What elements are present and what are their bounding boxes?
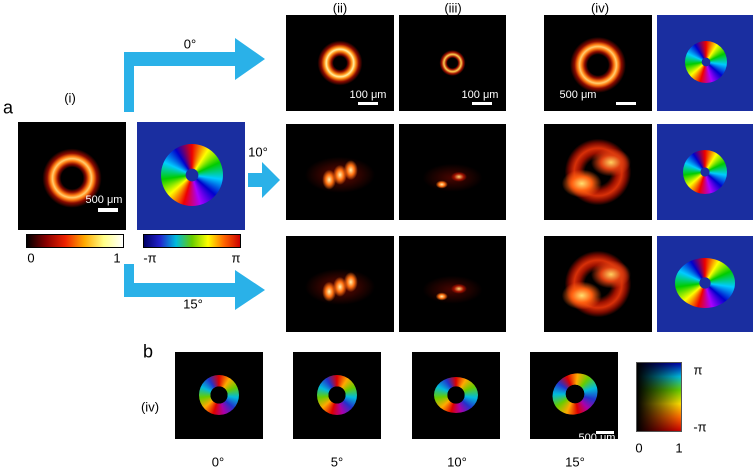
row-label: (iv) — [140, 399, 160, 415]
phase-image — [293, 352, 381, 439]
intensity-image — [399, 124, 506, 220]
phase-image — [412, 352, 500, 439]
arrow-0 — [124, 38, 265, 112]
angle-label: 0° — [211, 454, 225, 469]
scale-label: 500 μm — [578, 432, 616, 444]
arrow-10 — [248, 162, 280, 198]
phase-image — [657, 124, 753, 220]
intensity-image — [286, 236, 394, 332]
scale-label: 100 μm — [461, 89, 499, 101]
intensity-image — [286, 15, 394, 111]
column-label: (iv) — [590, 0, 610, 16]
intensity-image — [544, 15, 652, 111]
phase-image — [657, 15, 753, 111]
colorbar-label: π — [693, 362, 703, 378]
scale-bar — [616, 102, 636, 105]
intensity-image — [544, 236, 652, 332]
colorbar-label: 1 — [675, 440, 683, 456]
phase-image — [137, 122, 245, 230]
angle-label: 10° — [248, 144, 268, 160]
column-label: (ii) — [332, 0, 348, 16]
angle-label: 10° — [447, 454, 467, 469]
angle-label: 5° — [330, 454, 344, 469]
arrow-15 — [124, 264, 265, 310]
scale-label: 500 μm — [85, 194, 123, 206]
intensity-image — [399, 236, 506, 332]
column-label: (i) — [64, 90, 76, 106]
phase-image — [657, 236, 753, 332]
colorbar-label: -π — [693, 419, 707, 435]
angle-label: 0° — [183, 36, 197, 52]
scale-bar — [596, 431, 614, 434]
intensity-image — [399, 15, 506, 111]
intensity-colorbar — [26, 234, 124, 248]
colorbar-label: 0 — [27, 250, 35, 266]
panel-label: b — [142, 341, 154, 362]
phase-colorbar — [143, 234, 241, 248]
scale-bar — [358, 102, 378, 105]
panel-label: a — [2, 97, 14, 118]
2d-colorbar — [636, 362, 682, 432]
colorbar-label: -π — [143, 250, 157, 266]
phase-image — [175, 352, 263, 439]
colorbar-label: 1 — [113, 250, 121, 266]
intensity-image — [286, 124, 394, 220]
scale-bar — [98, 208, 118, 212]
column-label: (iii) — [444, 0, 462, 16]
scale-label: 500 μm — [559, 89, 597, 101]
colorbar-label: 0 — [635, 440, 643, 456]
colorbar-label: π — [231, 250, 241, 266]
angle-label: 15° — [183, 296, 203, 312]
angle-label: 15° — [565, 454, 585, 469]
phase-image — [530, 352, 618, 439]
scale-bar — [472, 102, 492, 105]
intensity-image — [544, 124, 652, 220]
scale-label: 100 μm — [349, 89, 387, 101]
intensity-image — [18, 122, 126, 230]
